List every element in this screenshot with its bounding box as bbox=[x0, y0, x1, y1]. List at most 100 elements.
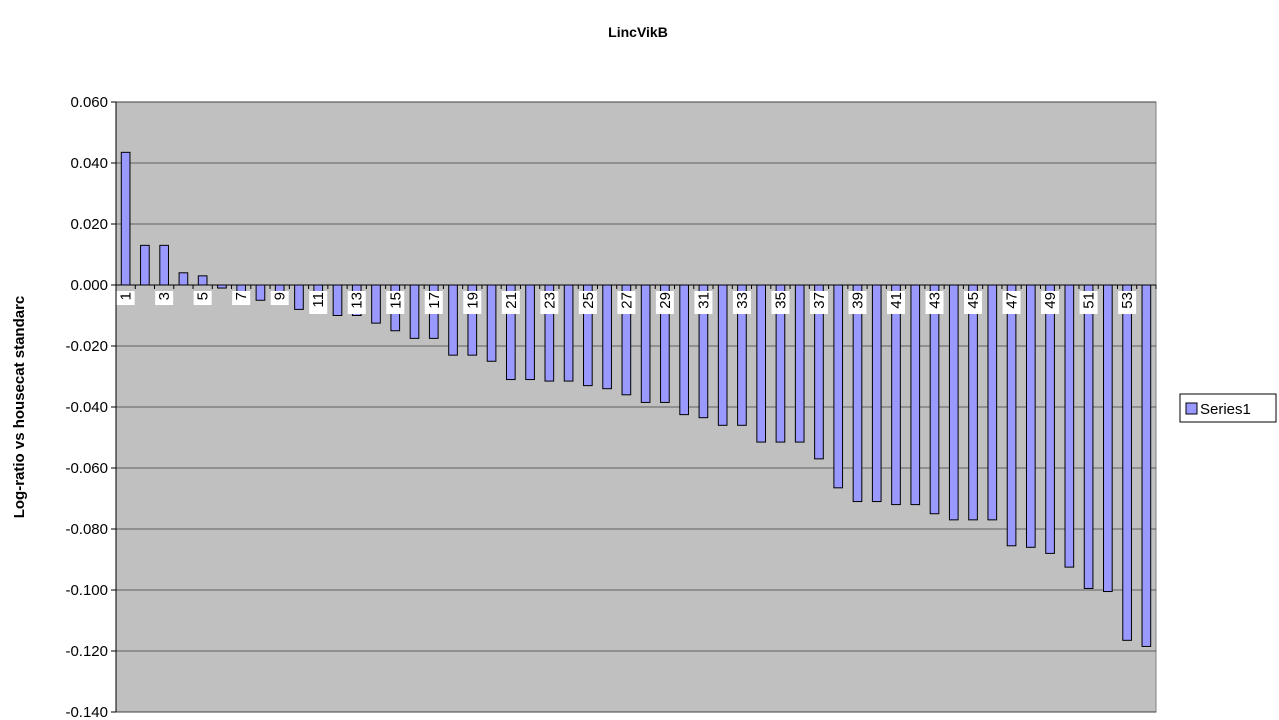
x-tick-label-bg bbox=[655, 291, 674, 314]
x-tick-label: 25 bbox=[580, 292, 597, 309]
bar bbox=[120, 151, 131, 286]
x-tick-label: 3 bbox=[156, 292, 173, 300]
x-tick-label-bg bbox=[155, 291, 174, 305]
x-tick-label: 43 bbox=[927, 292, 944, 309]
x-axis-tick-labels: 1 3 5 7 9 11 13 15 17 19 21 23 25 27 29 31 33 35 37 39 41 43 4… bbox=[115, 285, 1157, 314]
x-tick-label-group: 21 bbox=[501, 291, 520, 314]
x-tick-label: 45 bbox=[965, 292, 982, 309]
bar bbox=[968, 284, 978, 521]
x-tick-label: 19 bbox=[464, 292, 481, 309]
x-tick-label-bg bbox=[578, 291, 597, 314]
x-tick-label: 1 bbox=[118, 292, 135, 300]
x-tick-label-group: 31 bbox=[694, 291, 713, 314]
x-tick-label: 49 bbox=[1042, 292, 1059, 309]
x-tick-label-bg bbox=[386, 291, 405, 314]
x-tick-label-bg bbox=[540, 291, 559, 314]
x-tick-label: 9 bbox=[272, 292, 289, 300]
x-tick-label-bg bbox=[424, 291, 443, 314]
x-tick-label-bg bbox=[193, 291, 212, 305]
x-tick-label-group: 5 bbox=[193, 291, 212, 305]
x-tick-label: 27 bbox=[618, 292, 635, 309]
x-tick-label-bg bbox=[848, 291, 867, 314]
x-tick-label: 7 bbox=[233, 292, 250, 300]
bar bbox=[197, 275, 208, 286]
x-tick-label: 41 bbox=[888, 292, 905, 309]
x-tick-label: 37 bbox=[811, 292, 828, 309]
x-tick-label-bg bbox=[925, 291, 944, 314]
x-tick-label: 13 bbox=[349, 292, 366, 309]
x-tick-label-group: 9 bbox=[270, 291, 289, 305]
legend-label: Series1 bbox=[1200, 401, 1251, 418]
x-tick-label-group: 51 bbox=[1079, 291, 1098, 314]
y-tick-label: 0.040 bbox=[70, 155, 108, 172]
y-tick-label: -0.100 bbox=[65, 582, 108, 599]
bar bbox=[563, 284, 574, 382]
bar bbox=[1064, 284, 1075, 568]
x-tick-label: 29 bbox=[657, 292, 674, 309]
x-tick-label-group: 11 bbox=[309, 291, 328, 314]
x-tick-label-bg bbox=[270, 291, 289, 305]
x-tick-label-group: 19 bbox=[463, 291, 482, 314]
y-tick-label: -0.120 bbox=[65, 643, 108, 660]
x-tick-label-group: 15 bbox=[386, 291, 405, 314]
bar bbox=[1025, 284, 1036, 548]
bar bbox=[1045, 284, 1055, 554]
x-tick-label-group: 49 bbox=[1041, 291, 1060, 314]
x-tick-label-bg bbox=[1118, 291, 1137, 314]
x-tick-label-group: 45 bbox=[964, 291, 983, 314]
y-tick-label: 0.020 bbox=[70, 216, 108, 233]
bar bbox=[486, 284, 497, 362]
x-tick-label-group: 33 bbox=[732, 291, 751, 314]
x-tick-label-bg bbox=[347, 291, 366, 314]
bar bbox=[640, 284, 651, 403]
legend-swatch bbox=[1185, 402, 1198, 415]
x-tick-label-bg bbox=[809, 291, 828, 314]
bar bbox=[717, 284, 728, 426]
y-tick-label: -0.020 bbox=[65, 338, 108, 355]
chart-title: LincVikB bbox=[608, 24, 668, 40]
x-tick-label-bg bbox=[771, 291, 790, 314]
bar bbox=[1141, 284, 1152, 647]
bar bbox=[409, 284, 420, 339]
x-tick-label: 17 bbox=[426, 292, 443, 309]
bar bbox=[371, 284, 381, 324]
x-tick-label: 51 bbox=[1081, 292, 1098, 309]
x-tick-label-group: 43 bbox=[925, 291, 944, 314]
bar bbox=[1122, 284, 1132, 641]
y-tick-label: -0.040 bbox=[65, 399, 108, 416]
bar bbox=[602, 284, 612, 390]
x-tick-label: 21 bbox=[503, 292, 520, 309]
x-tick-label-group: 41 bbox=[887, 291, 905, 314]
x-tick-label-bg bbox=[116, 291, 135, 305]
x-tick-label-group: 35 bbox=[771, 291, 790, 314]
x-tick-label-group: 23 bbox=[540, 291, 559, 314]
x-tick-label: 35 bbox=[772, 292, 789, 309]
bar bbox=[1103, 284, 1113, 593]
x-tick-label-bg bbox=[732, 291, 751, 314]
bar bbox=[255, 284, 266, 301]
x-tick-label-group: 17 bbox=[424, 291, 443, 314]
bar bbox=[891, 284, 901, 506]
bar bbox=[525, 284, 535, 381]
bar bbox=[794, 284, 805, 443]
x-tick-label-bg bbox=[887, 291, 905, 314]
x-tick-label: 5 bbox=[195, 292, 212, 300]
x-tick-label-bg bbox=[463, 291, 482, 314]
bar bbox=[948, 284, 959, 521]
x-tick-label-bg bbox=[232, 291, 251, 305]
y-tick-label: -0.140 bbox=[65, 704, 108, 720]
legend: Series1 bbox=[1179, 393, 1277, 423]
bar bbox=[178, 272, 189, 286]
x-tick-label-group: 13 bbox=[347, 291, 366, 314]
x-tick-label-group: 29 bbox=[655, 291, 674, 314]
x-tick-label: 47 bbox=[1004, 292, 1021, 309]
x-tick-label-bg bbox=[617, 291, 636, 314]
x-tick-label-group: 37 bbox=[809, 291, 828, 314]
x-tick-label-group: 39 bbox=[848, 291, 867, 314]
bar bbox=[833, 284, 844, 489]
gridlines bbox=[116, 101, 1156, 713]
y-axis-tick-labels: 0.060 0.040 0.020 0.000 -0.020 -0.040 -0.060 -0… bbox=[65, 94, 116, 720]
y-tick-label: 0.000 bbox=[70, 277, 108, 294]
x-tick-label-group: 3 bbox=[155, 291, 174, 305]
y-tick-label: -0.080 bbox=[65, 521, 108, 538]
